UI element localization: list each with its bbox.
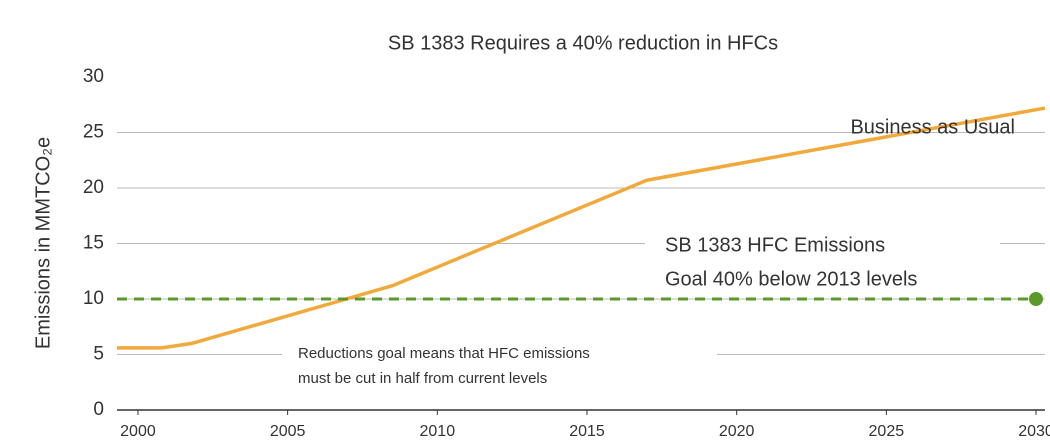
x-tick-label: 2015 bbox=[569, 423, 605, 440]
plot bbox=[117, 106, 1046, 350]
y-tick-label: 5 bbox=[93, 344, 104, 365]
y-tick-label: 15 bbox=[83, 233, 104, 254]
series-label: Business as Usual bbox=[850, 116, 1015, 138]
y-tick-label: 30 bbox=[83, 66, 104, 87]
annotation: SB 1383 HFC Emissions bbox=[665, 234, 885, 256]
annotation: Reductions goal means that HFC emissions bbox=[298, 345, 590, 362]
y-tick-label: 20 bbox=[83, 177, 104, 198]
y-tick-label: 0 bbox=[93, 399, 104, 420]
y-tick-label: 25 bbox=[83, 122, 104, 143]
x-tick-label: 2020 bbox=[719, 423, 755, 440]
series-line bbox=[117, 106, 1046, 350]
y-tick-label: 10 bbox=[83, 288, 104, 309]
label-backdrop bbox=[645, 232, 1000, 254]
end-marker bbox=[1029, 292, 1044, 306]
x-tick-label: 2025 bbox=[869, 423, 905, 440]
x-tick-label: 2010 bbox=[420, 423, 456, 440]
annotation: must be cut in half from current levels bbox=[298, 370, 547, 387]
x-tick-label: 2000 bbox=[120, 423, 156, 440]
annotation: Goal 40% below 2013 levels bbox=[665, 268, 917, 290]
label-backdrop bbox=[282, 344, 717, 366]
y-axis-label: Emissions in MMTCO₂e bbox=[32, 137, 54, 349]
x-tick-label: 2005 bbox=[270, 423, 306, 440]
chart-title: SB 1383 Requires a 40% reduction in HFCs bbox=[388, 32, 778, 54]
x-tick-label: 2030 bbox=[1018, 423, 1050, 440]
